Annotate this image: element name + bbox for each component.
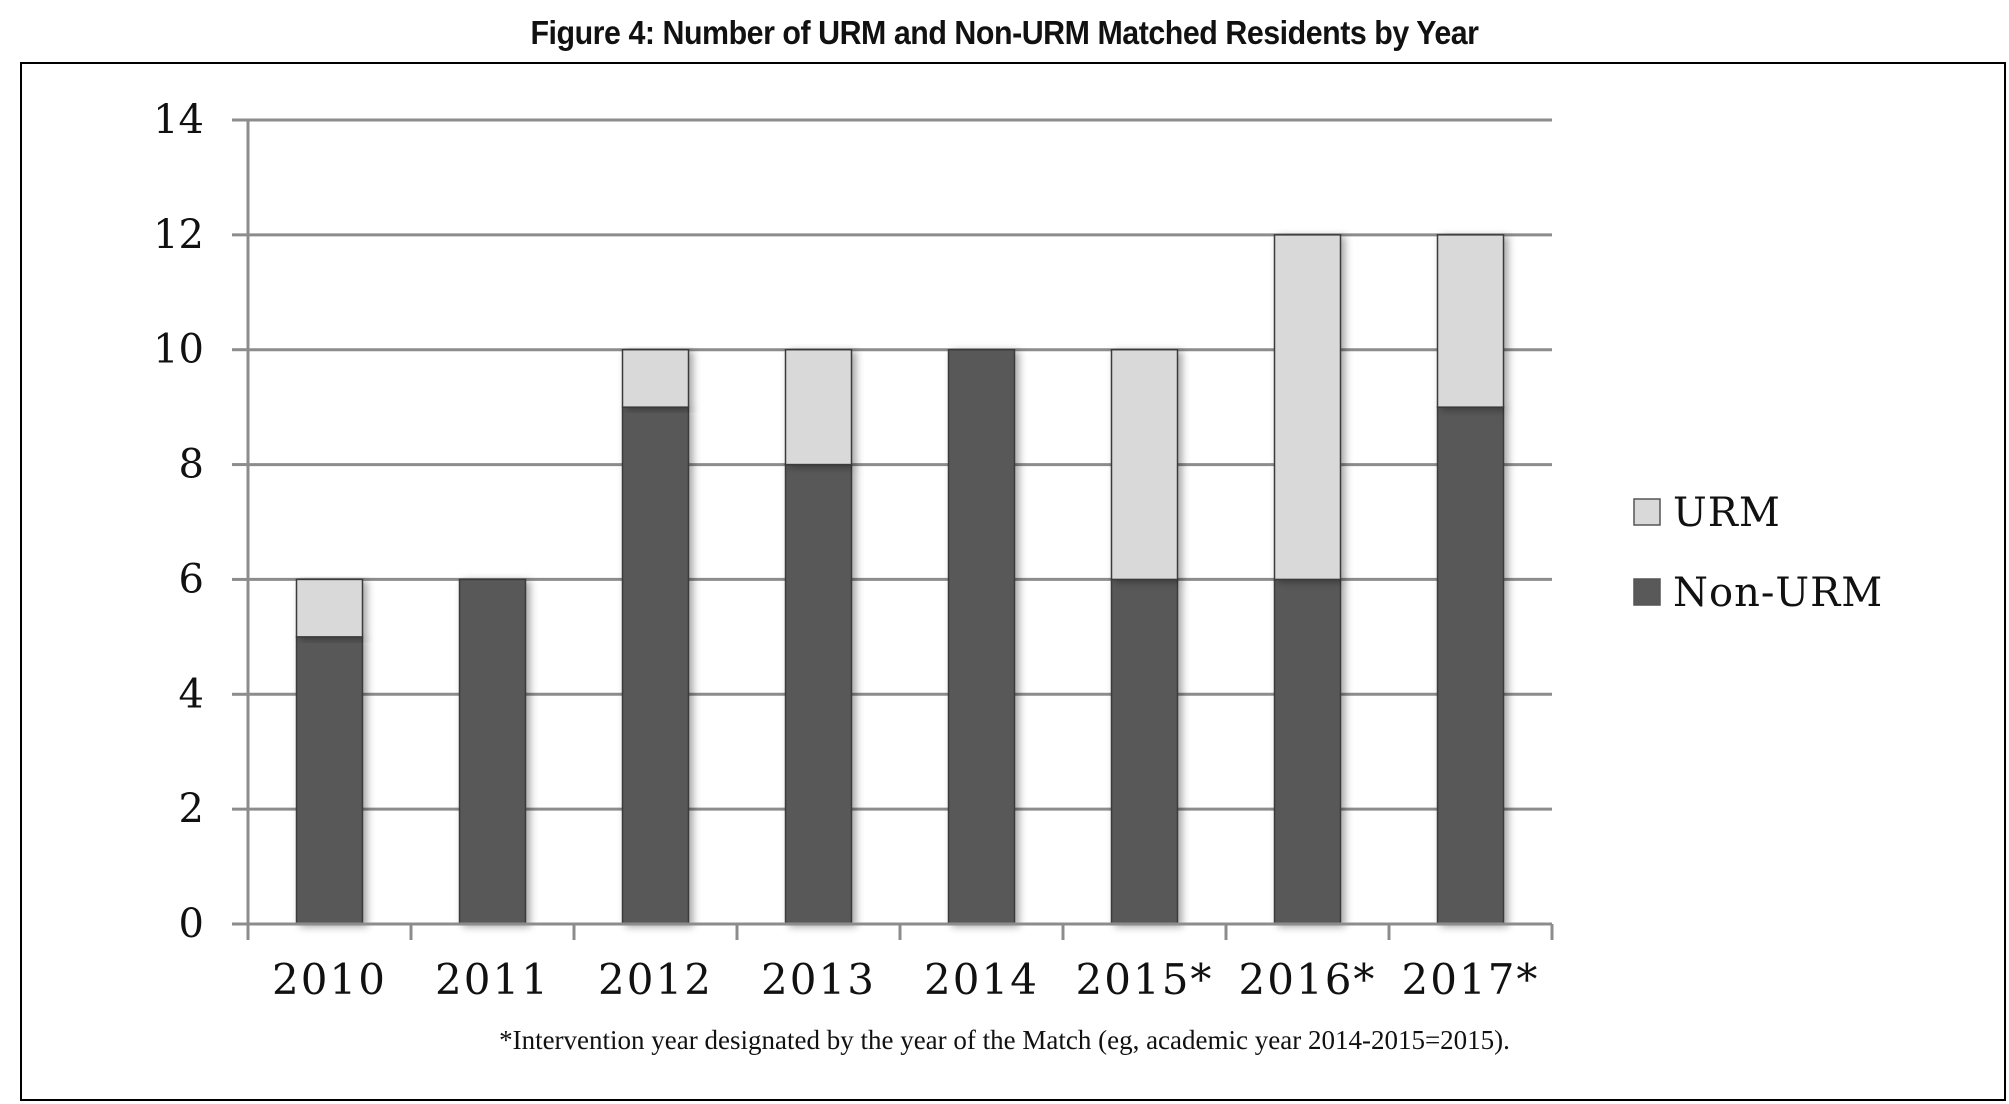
bar-non-urm-2013 xyxy=(784,463,853,925)
chart-title: Figure 4: Number of URM and Non-URM Matc… xyxy=(530,14,1479,51)
bar-urm-2012 xyxy=(621,348,690,408)
bars xyxy=(295,234,1505,925)
y-tick-label: 4 xyxy=(179,671,204,717)
y-tick-label: 12 xyxy=(153,212,204,258)
x-tick-label: 2014 xyxy=(924,955,1039,1004)
gridlines xyxy=(248,118,1552,811)
bar-urm-2017 xyxy=(1436,234,1505,408)
bar-non-urm-2017 xyxy=(1436,406,1505,925)
y-tick-label: 10 xyxy=(153,327,204,373)
y-tick-label: 0 xyxy=(179,901,204,947)
bar-non-urm-2011 xyxy=(458,578,527,925)
bar-urm-2016 xyxy=(1273,234,1342,581)
y-tick-label: 2 xyxy=(179,786,204,832)
axes: 0 2 4 6 8 10 12 14 2010 2011 2012 2013 2014 2015* 2016… xyxy=(153,97,1554,1004)
y-tick-label: 8 xyxy=(179,442,204,488)
footnote: *Intervention year designated by the yea… xyxy=(499,1025,1510,1055)
x-tick-label: 2017* xyxy=(1402,955,1540,1004)
x-tick-label: 2016* xyxy=(1239,955,1377,1004)
legend-swatch-non-urm xyxy=(1633,578,1661,606)
bar-non-urm-2012 xyxy=(621,406,690,925)
x-tick-label: 2010 xyxy=(272,955,387,1004)
bar-non-urm-2010 xyxy=(295,636,364,925)
y-tick-label: 14 xyxy=(153,97,204,143)
bar-urm-2013 xyxy=(784,348,853,466)
y-tick-label: 6 xyxy=(179,556,204,602)
legend: URM Non-URM xyxy=(1633,490,1883,616)
legend-swatch-urm xyxy=(1633,498,1661,526)
bar-non-urm-2015 xyxy=(1110,578,1179,925)
chart-frame xyxy=(20,62,2006,1101)
x-tick-label: 2015* xyxy=(1076,955,1214,1004)
x-tick-label: 2012 xyxy=(598,955,713,1004)
bar-non-urm-2016 xyxy=(1273,578,1342,925)
x-tick-label: 2013 xyxy=(761,955,876,1004)
bar-urm-2010 xyxy=(295,578,364,638)
legend-label-non-urm: Non-URM xyxy=(1673,570,1883,616)
x-tick-label: 2011 xyxy=(435,955,550,1004)
legend-label-urm: URM xyxy=(1673,490,1781,536)
bar-urm-2015 xyxy=(1110,348,1179,581)
bar-non-urm-2014 xyxy=(947,348,1016,925)
